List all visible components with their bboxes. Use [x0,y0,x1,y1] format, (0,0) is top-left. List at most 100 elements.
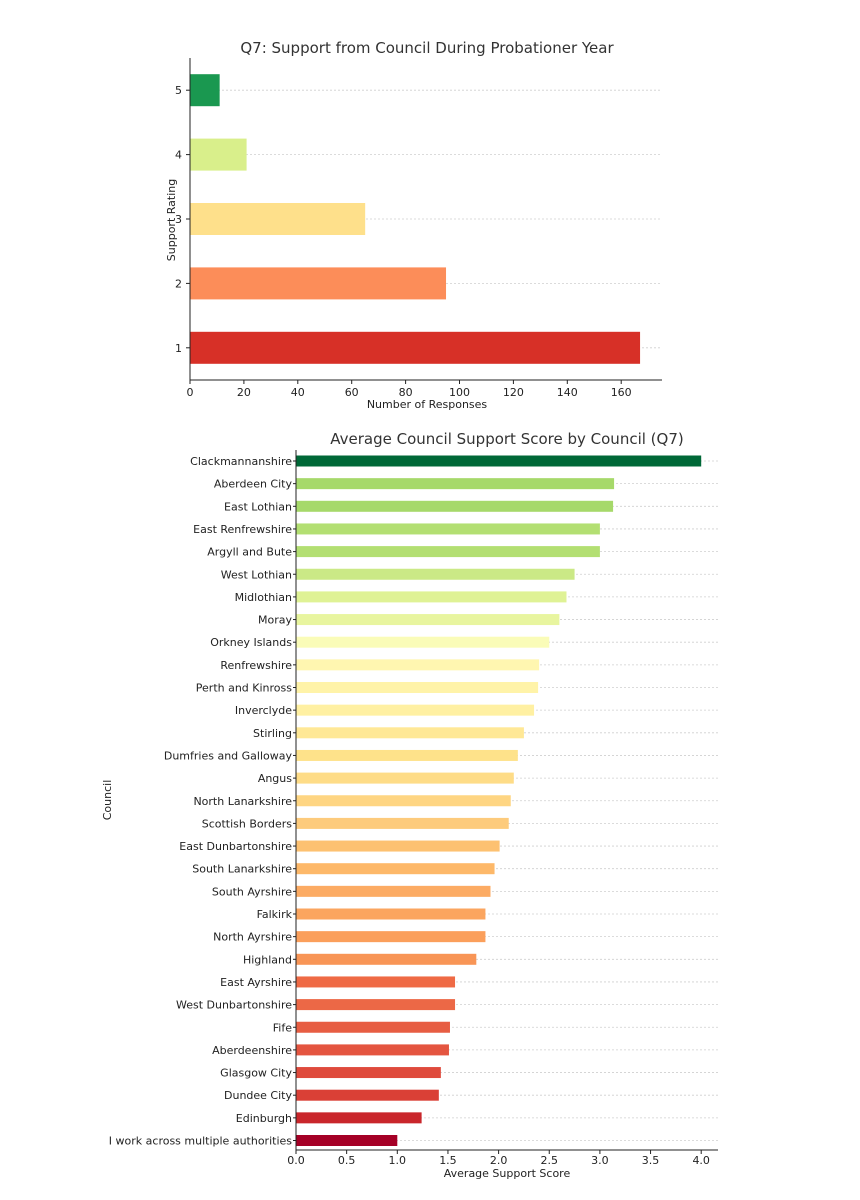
chart1-x-tick-label: 80 [399,386,413,399]
chart2-bar-clackmannanshire [296,455,702,467]
chart2-y-tick-label: North Ayrshire [213,931,292,944]
chart2-x-tick-label: 2.5 [541,1154,559,1167]
chart2-x-tick-label: 3.0 [591,1154,609,1167]
chart1-bar-rating-2 [190,267,447,300]
chart1-x-tick-label: 0 [187,386,194,399]
chart2-title: Average Council Support Score by Council… [330,430,683,448]
council-average-chart: Average Council Support Score by Council… [101,430,718,1180]
chart2-bar-dumfries-and-galloway [296,749,518,761]
chart1-bar-rating-4 [190,138,247,171]
chart2-y-tick-label: East Dunbartonshire [179,840,292,853]
chart1-y-tick-labels: 1 2 3 4 5 [175,84,190,355]
chart2-bar-scottish-borders [296,817,509,829]
chart2-y-tick-label: Moray [258,614,292,627]
chart1-x-axis-label: Number of Responses [367,398,488,411]
chart1-y-axis-label: Support Rating [165,179,178,261]
chart1-bar-rating-3 [190,203,366,235]
chart2-bar-east-dunbartonshire [296,840,500,852]
chart2-y-tick-label: Inverclyde [235,704,292,717]
chart1-bar-rating-1 [190,331,641,364]
chart2-x-tick-label: 2.0 [490,1154,508,1167]
chart2-bar-fife [296,1021,450,1033]
chart1-x-tick-labels: 0 20 40 60 80 100 120 140 160 [187,380,632,399]
chart2-y-tick-label: Aberdeen City [214,478,293,491]
chart2-y-tick-label: Glasgow City [220,1067,292,1080]
chart1-x-tick-label: 20 [237,386,251,399]
chart2-y-tick-label: Midlothian [235,591,292,604]
chart2-y-tick-label: Dundee City [224,1089,292,1102]
chart2-bar-stirling [296,727,524,739]
chart2-x-tick-label: 0.5 [338,1154,356,1167]
chart2-x-tick-label: 3.5 [642,1154,660,1167]
chart2-y-tick-label: North Lanarkshire [193,795,292,808]
chart2-bar-south-ayrshire [296,885,491,897]
chart2-x-tick-label: 0.0 [287,1154,305,1167]
chart2-bar-west-dunbartonshire [296,999,456,1011]
chart2-y-tick-label: I work across multiple authorities [109,1135,292,1148]
chart2-x-axis-label: Average Support Score [444,1167,571,1180]
chart2-y-tick-label: East Renfrewshire [193,523,292,536]
chart2-y-tick-label: Orkney Islands [210,636,292,649]
chart2-y-tick-label: Clackmannanshire [190,455,292,468]
chart2-bar-falkirk [296,908,486,920]
chart2-bar-renfrewshire [296,659,540,671]
chart2-bar-north-ayrshire [296,931,486,943]
chart1-y-tick-label: 4 [175,149,182,162]
chart2-bar-highland [296,953,477,965]
chart2-y-tick-label: Edinburgh [236,1112,292,1125]
chart2-bar-east-ayrshire [296,976,456,988]
chart1-y-tick-label: 2 [175,277,182,290]
chart2-bar-perth-and-kinross [296,682,539,693]
chart2-bar-inverclyde [296,704,535,716]
chart2-x-tick-labels: 0.0 0.5 1.0 1.5 2.0 2.5 3.0 3.5 4.0 [287,1150,710,1167]
chart1-title: Q7: Support from Council During Probatio… [240,39,614,57]
chart2-y-tick-label: Fife [273,1021,292,1034]
chart2-bar-angus [296,772,514,784]
chart2-y-tick-label: South Lanarkshire [192,863,292,876]
chart2-bar-orkney-islands [296,636,550,648]
chart1-y-tick-label: 1 [175,342,182,355]
chart2-y-tick-label: Stirling [253,727,292,740]
chart2-x-tick-label: 1.5 [439,1154,457,1167]
chart2-y-axis-label: Council [101,780,114,821]
chart1-bar-rating-5 [190,74,220,107]
chart1-x-tick-label: 140 [557,386,578,399]
chart2-bar-dundee-city [296,1089,439,1101]
chart2-bar-south-lanarkshire [296,863,495,875]
chart2-y-tick-label: East Ayrshire [220,976,292,989]
chart1-y-tick-label: 3 [175,213,182,226]
chart2-y-tick-label: Argyll and Bute [207,546,292,559]
chart2-y-tick-label: East Lothian [224,500,292,513]
chart2-bars [296,455,702,1146]
chart2-bar-moray [296,614,560,626]
chart2-bar-east-renfrewshire [296,523,600,535]
chart2-y-tick-labels: Clackmannanshire Aberdeen City East Lothia… [109,455,296,1148]
chart2-y-tick-label: Angus [258,772,292,785]
chart2-y-tick-label: West Dunbartonshire [176,999,292,1012]
chart2-bar-north-lanarkshire [296,795,511,807]
chart2-y-tick-label: Perth and Kinross [196,682,292,695]
chart1-x-tick-label: 120 [503,386,524,399]
chart2-y-tick-label: South Ayrshire [212,885,292,898]
chart2-y-tick-label: Falkirk [257,908,293,921]
chart2-y-tick-label: Aberdeenshire [212,1044,292,1057]
chart1-bars [190,74,641,364]
chart2-bar-argyll-and-bute [296,546,600,558]
chart2-bar-aberdeenshire [296,1044,449,1056]
chart1-x-tick-label: 40 [291,386,305,399]
chart2-bar-west-lothian [296,568,575,580]
chart2-x-tick-label: 4.0 [692,1154,710,1167]
chart2-bar-midlothian [296,591,567,603]
chart2-bar-glasgow-city [296,1067,441,1079]
chart2-bar-edinburgh [296,1112,422,1124]
chart2-y-tick-label: Scottish Borders [202,817,293,830]
chart2-bar-east-lothian [296,500,614,512]
chart1-x-tick-label: 100 [449,386,470,399]
chart2-y-tick-label: Highland [243,953,292,966]
chart2-y-tick-label: Dumfries and Galloway [164,749,293,762]
chart2-y-tick-label: West Lothian [221,568,292,581]
chart1-x-tick-label: 60 [345,386,359,399]
chart1-x-tick-label: 160 [611,386,632,399]
chart2-bar-aberdeen-city [296,478,615,490]
